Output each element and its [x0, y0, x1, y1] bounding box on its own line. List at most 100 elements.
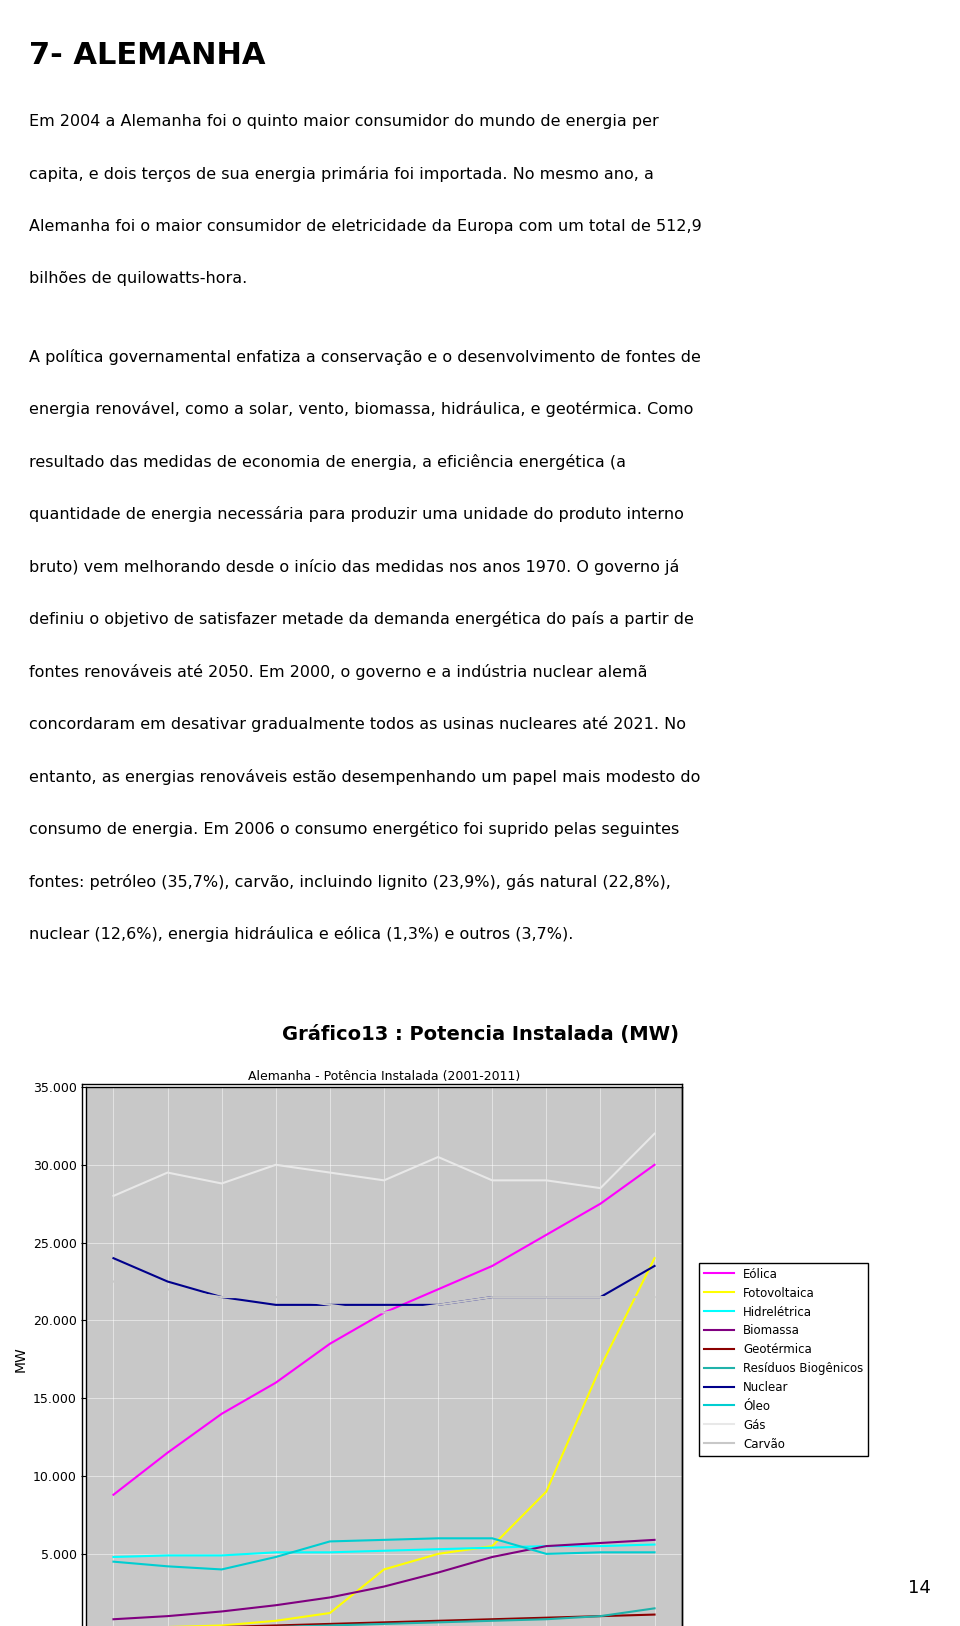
Text: Alemanha foi o maior consumidor de eletricidade da Europa com um total de 512,9: Alemanha foi o maior consumidor de eletr… — [29, 220, 702, 234]
Line: Eólica: Eólica — [113, 1164, 655, 1494]
Óleo — [649, 1543, 660, 1563]
Biomassa — [216, 1602, 228, 1621]
Line: Resíduos Biogênicos: Resíduos Biogênicos — [113, 1608, 655, 1626]
Resíduos Biogênicos — [540, 1610, 552, 1626]
Eólica — [216, 1403, 228, 1424]
Gás — [540, 1171, 552, 1190]
Carvão — [378, 1302, 390, 1322]
Line: Hidrelétrica: Hidrelétrica — [113, 1545, 655, 1558]
Fotovoltaica — [162, 1618, 174, 1626]
Biomassa — [324, 1587, 336, 1606]
Fotovoltaica — [216, 1616, 228, 1626]
Biomassa — [162, 1606, 174, 1626]
Hidrelétrica — [649, 1535, 660, 1554]
Resíduos Biogênicos — [324, 1616, 336, 1626]
Nuclear — [270, 1294, 281, 1314]
Resíduos Biogênicos — [487, 1611, 498, 1626]
Resíduos Biogênicos — [216, 1619, 228, 1626]
Biomassa — [270, 1595, 281, 1615]
Eólica — [324, 1333, 336, 1353]
Gás — [162, 1163, 174, 1182]
Óleo — [487, 1528, 498, 1548]
Carvão — [162, 1280, 174, 1299]
Óleo — [270, 1548, 281, 1567]
Fotovoltaica — [540, 1481, 552, 1501]
Nuclear — [162, 1272, 174, 1291]
Nuclear — [487, 1288, 498, 1307]
Fotovoltaica — [487, 1537, 498, 1556]
Gás — [594, 1179, 606, 1198]
Hidrelétrica — [432, 1540, 444, 1559]
Text: fontes: petróleo (35,7%), carvão, incluindo lignito (23,9%), gás natural (22,8%): fontes: petróleo (35,7%), carvão, inclui… — [29, 873, 671, 889]
Eólica — [649, 1154, 660, 1174]
Line: Geotérmica: Geotérmica — [113, 1615, 655, 1626]
Text: energia renovável, como a solar, vento, biomassa, hidráulica, e geotérmica. Como: energia renovável, como a solar, vento, … — [29, 402, 693, 418]
Geotérmica — [216, 1618, 228, 1626]
Gás — [487, 1171, 498, 1190]
Hidrelétrica — [216, 1546, 228, 1566]
Gás — [324, 1163, 336, 1182]
Carvão — [594, 1288, 606, 1307]
Text: entanto, as energias renováveis estão desempenhando um papel mais modesto do: entanto, as energias renováveis estão de… — [29, 769, 700, 785]
Óleo — [594, 1543, 606, 1563]
Fotovoltaica — [378, 1559, 390, 1579]
Line: Carvão: Carvão — [113, 1281, 655, 1312]
Geotérmica — [270, 1616, 281, 1626]
Eólica — [432, 1280, 444, 1299]
Line: Fotovoltaica: Fotovoltaica — [113, 1259, 655, 1626]
Text: A política governamental enfatiza a conservação e o desenvolvimento de fontes de: A política governamental enfatiza a cons… — [29, 348, 701, 364]
Eólica — [162, 1442, 174, 1462]
Eólica — [487, 1257, 498, 1276]
Nuclear — [649, 1257, 660, 1276]
Geotérmica — [378, 1613, 390, 1626]
Nuclear — [324, 1294, 336, 1314]
Resíduos Biogênicos — [649, 1598, 660, 1618]
Nuclear — [216, 1288, 228, 1307]
Fotovoltaica — [108, 1619, 119, 1626]
Carvão — [432, 1294, 444, 1314]
Text: bruto) vem melhorando desde o início das medidas nos anos 1970. O governo já: bruto) vem melhorando desde o início das… — [29, 559, 679, 574]
Hidrelétrica — [108, 1548, 119, 1567]
Eólica — [378, 1302, 390, 1322]
Carvão — [487, 1288, 498, 1307]
Hidrelétrica — [594, 1537, 606, 1556]
Line: Biomassa: Biomassa — [113, 1540, 655, 1619]
Line: Nuclear: Nuclear — [113, 1259, 655, 1304]
Nuclear — [540, 1288, 552, 1307]
Geotérmica — [162, 1618, 174, 1626]
Hidrelétrica — [540, 1537, 552, 1556]
Biomassa — [594, 1533, 606, 1553]
Óleo — [432, 1528, 444, 1548]
Geotérmica — [324, 1615, 336, 1626]
Resíduos Biogênicos — [378, 1615, 390, 1626]
Gás — [108, 1185, 119, 1205]
Legend: Eólica, Fotovoltaica, Hidrelétrica, Biomassa, Geotérmica, Resíduos Biogênicos, N: Eólica, Fotovoltaica, Hidrelétrica, Biom… — [700, 1263, 868, 1455]
Óleo — [378, 1530, 390, 1550]
Geotérmica — [487, 1610, 498, 1626]
Carvão — [216, 1288, 228, 1307]
Fotovoltaica — [594, 1358, 606, 1377]
Text: fontes renováveis até 2050. Em 2000, o governo e a indústria nuclear alemã: fontes renováveis até 2050. Em 2000, o g… — [29, 663, 647, 680]
Gás — [432, 1148, 444, 1167]
Resíduos Biogênicos — [594, 1606, 606, 1626]
Geotérmica — [540, 1608, 552, 1626]
Text: Gráfico13 : Potencia Instalada (MW): Gráfico13 : Potencia Instalada (MW) — [281, 1024, 679, 1044]
Eólica — [594, 1193, 606, 1213]
Carvão — [540, 1288, 552, 1307]
Resíduos Biogênicos — [108, 1621, 119, 1626]
Nuclear — [594, 1288, 606, 1307]
Hidrelétrica — [270, 1543, 281, 1563]
Gás — [378, 1171, 390, 1190]
Hidrelétrica — [378, 1541, 390, 1561]
Hidrelétrica — [324, 1543, 336, 1563]
Text: bilhões de quilowatts-hora.: bilhões de quilowatts-hora. — [29, 272, 247, 286]
Fotovoltaica — [270, 1611, 281, 1626]
Geotérmica — [108, 1619, 119, 1626]
Biomassa — [108, 1610, 119, 1626]
Line: Óleo: Óleo — [113, 1538, 655, 1569]
Text: quantidade de energia necessária para produzir uma unidade do produto interno: quantidade de energia necessária para pr… — [29, 506, 684, 522]
Gás — [270, 1154, 281, 1174]
Y-axis label: MW: MW — [13, 1346, 27, 1372]
Text: 7- ALEMANHA: 7- ALEMANHA — [29, 41, 265, 70]
Line: Gás: Gás — [113, 1133, 655, 1195]
